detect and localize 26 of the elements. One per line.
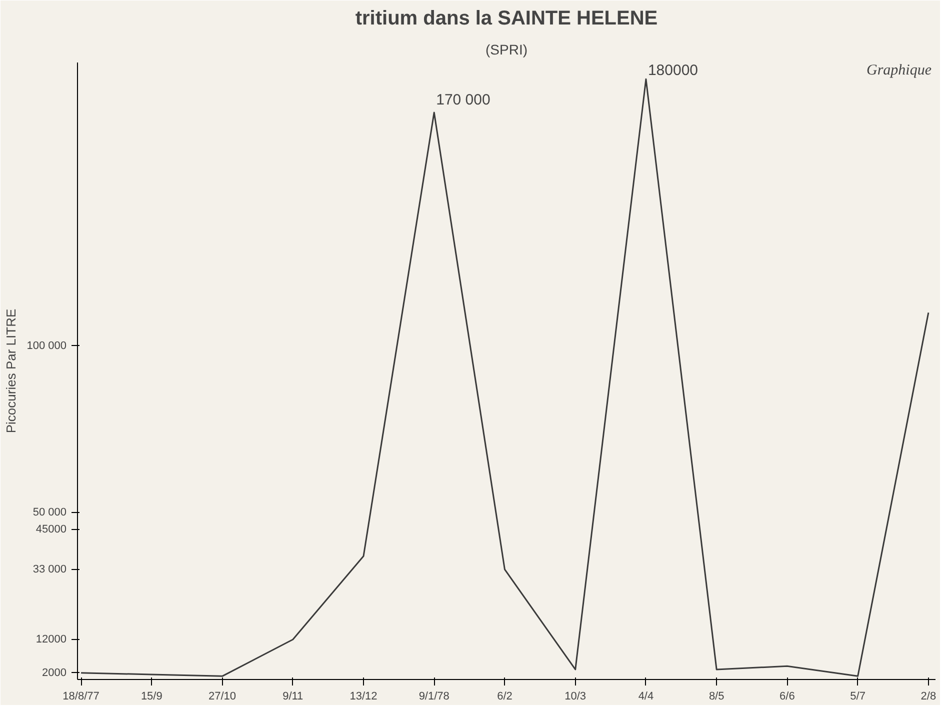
annotation: Graphique — [866, 62, 932, 78]
y-tick-label: 2000 — [42, 666, 67, 679]
y-tick-label: 50 000 — [32, 506, 67, 519]
y-tick-label: 12000 — [36, 633, 67, 646]
y-tick-label: 100 000 — [26, 340, 67, 352]
x-tick-label: 10/3 — [564, 690, 586, 702]
x-tick-label: 4/4 — [638, 690, 654, 702]
chart-title: tritium dans la SAINTE HELENE — [355, 8, 658, 30]
x-tick-label: 18/8/77 — [62, 690, 100, 702]
annotation: 170 000 — [436, 92, 490, 109]
chart-subtitle: (SPRI) — [486, 42, 528, 58]
line-series — [80, 78, 930, 677]
annotation: 180000 — [648, 62, 698, 80]
y-tick-label: 33 000 — [32, 563, 67, 576]
x-tick-label: 6/2 — [497, 690, 512, 702]
x-tick-label: 9/1/78 — [418, 690, 450, 702]
x-tick-label: 9/11 — [282, 690, 304, 702]
y-axis-title: Picocuries Par LITRE — [4, 308, 19, 434]
x-tick-label: 2/8 — [920, 690, 936, 702]
x-tick-label: 13/12 — [350, 690, 378, 702]
x-tick-label: 15/9 — [140, 690, 162, 702]
x-tick-label: 5/7 — [850, 690, 866, 702]
x-tick-label: 6/6 — [780, 690, 795, 702]
y-tick-label: 45000 — [36, 523, 67, 536]
x-tick-label: 27/10 — [208, 690, 236, 702]
x-tick-label: 8/5 — [708, 690, 724, 702]
